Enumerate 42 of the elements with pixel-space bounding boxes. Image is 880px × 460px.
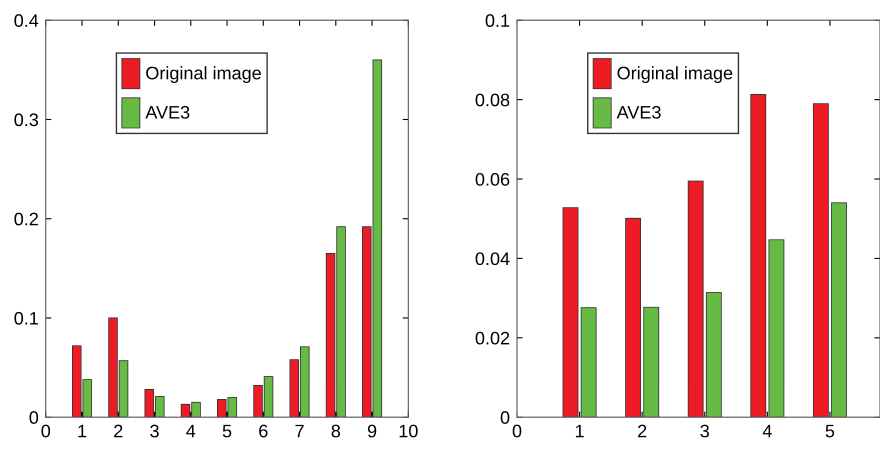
y-tick-label: 0.1 [486,14,510,27]
x-tick-label: 5 [826,424,834,438]
y-tick-label: 0.02 [476,332,510,345]
bar [580,307,597,418]
bar [812,103,829,418]
bar [625,218,642,418]
bar [688,180,704,418]
legend-label: AVE3 [616,106,661,119]
x-tick-label: 2 [638,424,646,438]
y-tick-label: 0.1 [14,312,38,325]
x-tick-label: 0 [41,424,50,438]
x-tick-label: 10 [400,424,418,438]
y-tick-label: 0.08 [476,94,510,106]
bar [643,306,660,418]
x-tick-label: 3 [700,424,709,438]
bar [831,202,847,418]
x-tick-label: 7 [295,424,304,438]
x-tick-label: 4 [762,424,772,438]
x-tick-label: 6 [259,424,268,438]
x-tick-label: 1 [576,424,584,438]
x-tick-label: 9 [368,424,376,438]
legend-label: AVE3 [145,106,190,119]
y-tick-label: 0.2 [14,212,38,226]
x-tick-label: 8 [332,424,340,438]
y-tick-label: 0 [500,411,510,424]
x-tick-label: 0 [512,424,522,438]
legend-label: Original image [617,66,732,84]
x-tick-label: 4 [186,424,196,438]
bar [706,292,722,418]
x-tick-label: 2 [114,424,122,438]
x-tick-label: 5 [222,424,232,438]
bar [750,94,766,418]
y-tick-label: 0.06 [476,172,510,186]
y-tick-label: 0.3 [14,113,38,126]
bar [768,239,784,418]
legend-label: Original image [146,66,261,84]
bar [562,207,578,418]
y-tick-label: 0.4 [14,14,38,27]
y-tick-label: 0 [29,411,38,424]
y-tick-label: 0.04 [476,252,510,266]
x-tick-label: 1 [78,424,86,438]
x-tick-label: 3 [150,424,159,438]
